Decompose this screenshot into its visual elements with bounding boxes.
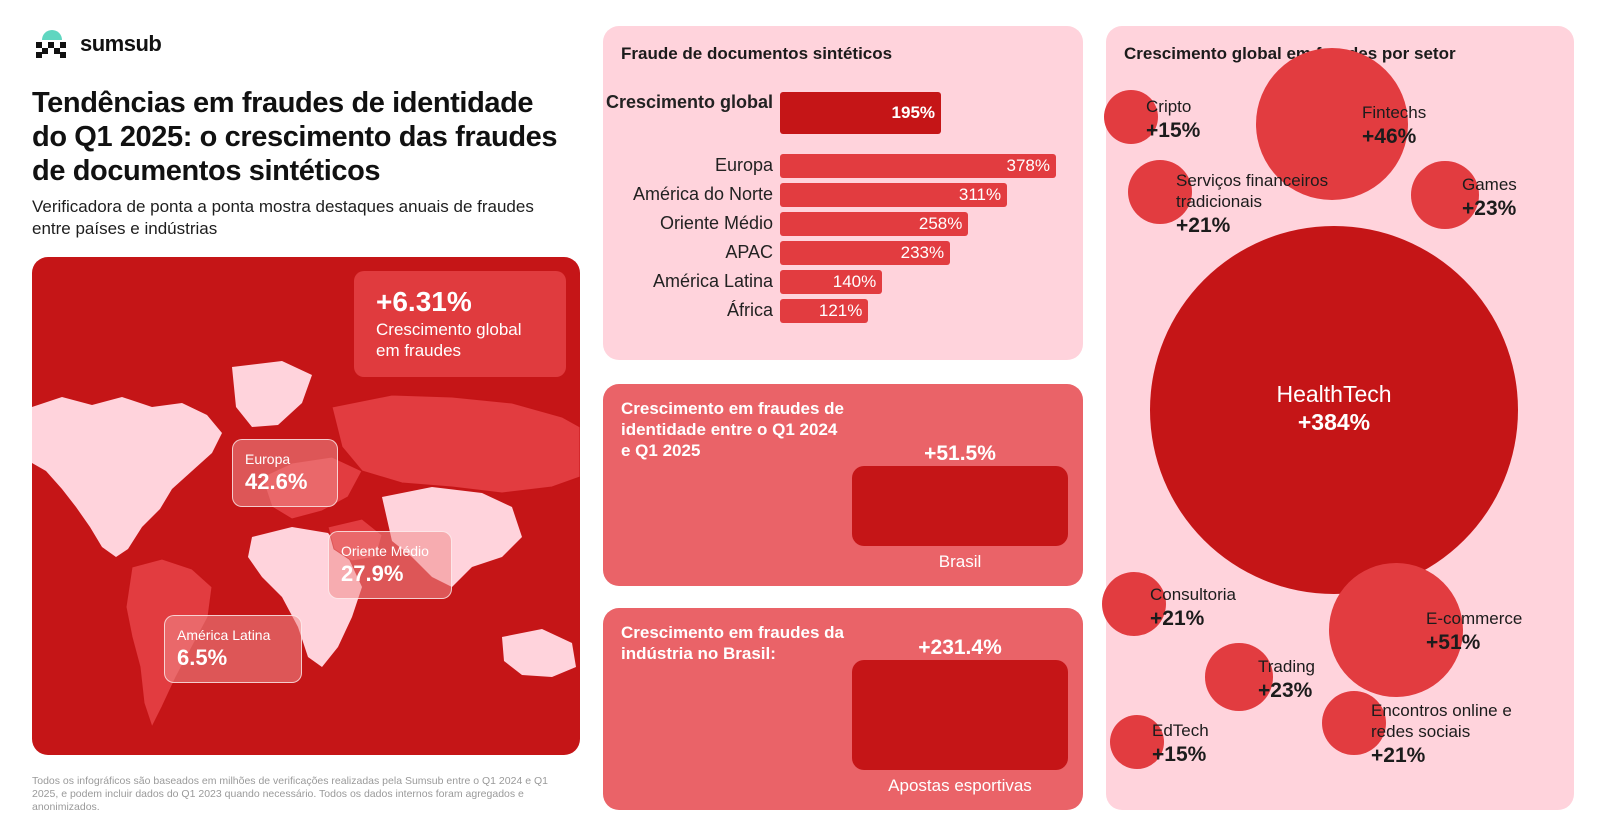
- bar-label-global: Crescimento global: [605, 92, 773, 112]
- sector-chart-title: Crescimento global em fraudes por setor: [1124, 44, 1456, 63]
- sector-bubble: [1150, 226, 1518, 594]
- sector-label: Games +23%: [1462, 174, 1517, 223]
- global-fraud-growth-value: +6.31%: [376, 286, 472, 317]
- region-name: América Latina: [177, 627, 271, 643]
- synthetic-chart-title: Fraude de documentos sintéticos: [621, 44, 893, 63]
- sector-bubble: [1103, 89, 1159, 145]
- sumsub-logo: sumsub: [32, 30, 162, 58]
- sector-value: +15%: [1152, 743, 1207, 766]
- bar: 121%: [780, 299, 869, 323]
- sector-name: Fintechs: [1362, 103, 1427, 122]
- sector-bubble: [1411, 161, 1479, 229]
- sumsub-logo-icon: [32, 30, 72, 58]
- sector-name: Cripto: [1146, 97, 1192, 116]
- bar-value: 140%: [832, 272, 877, 291]
- identity-fraud-value: +51.5%: [924, 442, 996, 465]
- sector-value: +21%: [1371, 744, 1426, 767]
- bar-label: APAC: [725, 242, 773, 262]
- footnote: Todos os infográficos são baseados em mi…: [32, 775, 548, 813]
- sector-fraud-panel: Crescimento global em fraudes por setor …: [1101, 26, 1574, 810]
- region-value: 42.6%: [245, 469, 308, 494]
- bar: 233%: [780, 241, 951, 265]
- sector-label: Fintechs +46%: [1362, 102, 1426, 151]
- bar: 378%: [780, 154, 1056, 178]
- sector-value: +46%: [1362, 125, 1417, 148]
- identity-fraud-caption: Brasil: [938, 552, 982, 571]
- bar-value: 233%: [900, 243, 945, 262]
- bar-value: 258%: [918, 214, 963, 233]
- brand-name: sumsub: [80, 31, 162, 56]
- sector-name: Games: [1462, 175, 1517, 194]
- sector-label: Consultoria +21%: [1150, 584, 1236, 633]
- industry-fraud-brazil-panel: Crescimento em fraudes da indústria no B…: [603, 608, 1083, 810]
- region-tag-oriente-medio: Oriente Médio 27.9%: [328, 531, 452, 599]
- region-tag-america-latina: América Latina 6.5%: [164, 615, 302, 683]
- industry-fraud-box: [852, 660, 1068, 770]
- sector-label: Trading +23%: [1258, 656, 1315, 705]
- sector-bubble: [1127, 159, 1193, 225]
- identity-fraud-text: Crescimento em fraudes de identidade ent…: [621, 399, 844, 460]
- bar: 258%: [780, 212, 969, 236]
- global-fraud-growth-box: +6.31% Crescimento global em fraudes: [354, 271, 566, 377]
- bar-value: 378%: [1006, 156, 1050, 175]
- world-map-card: +6.31% Crescimento global em fraudes Eur…: [32, 257, 580, 755]
- sector-value: +21%: [1176, 214, 1231, 237]
- sector-bubble: [1328, 562, 1464, 698]
- sector-label: E-commerce +51%: [1426, 608, 1522, 657]
- bar-label: África: [726, 300, 773, 320]
- sector-name: Trading: [1258, 657, 1316, 676]
- sector-bubble: [1101, 571, 1167, 637]
- sector-label: Encontros online e redes sociais +21%: [1371, 700, 1541, 770]
- region-value: 6.5%: [177, 645, 228, 670]
- bar-label: Oriente Médio: [659, 213, 773, 233]
- bar-label: América Latina: [652, 271, 773, 291]
- global-fraud-growth-label: Crescimento global em fraudes: [376, 320, 522, 360]
- sector-label: Cripto +15%: [1146, 96, 1200, 145]
- page-subtitle: Verificadora de ponta a ponta mostra des…: [32, 197, 534, 238]
- page-title: Tendências em fraudes de identidade do Q…: [32, 87, 558, 187]
- sector-name: Encontros online e redes sociais: [1371, 701, 1512, 741]
- sector-value: +23%: [1462, 197, 1517, 220]
- sector-name: Serviços financeiros tradicionais: [1176, 171, 1329, 211]
- industry-fraud-caption: Apostas esportivas: [888, 776, 1032, 795]
- bar-value: 195%: [891, 103, 936, 122]
- region-name: Oriente Médio: [341, 543, 429, 559]
- industry-fraud-value: +231.4%: [918, 636, 1002, 659]
- bar-label: Europa: [714, 155, 773, 175]
- bar: 140%: [780, 270, 883, 294]
- region-tag-europa: Europa 42.6%: [232, 439, 338, 507]
- bar-value: 121%: [818, 301, 863, 320]
- region-name: Europa: [245, 451, 291, 467]
- sector-bubble: [1321, 690, 1387, 756]
- sector-value: +15%: [1146, 119, 1201, 142]
- sector-label: EdTech +15%: [1152, 720, 1209, 769]
- sector-bubble: [1205, 643, 1273, 711]
- sector-label: Serviços financeiros tradicionais +21%: [1176, 170, 1376, 240]
- identity-fraud-brazil-panel: Crescimento em fraudes de identidade ent…: [603, 384, 1083, 586]
- bar-label: América do Norte: [632, 184, 773, 204]
- sector-value: +21%: [1150, 607, 1205, 630]
- sector-value: +23%: [1258, 679, 1313, 702]
- sector-name: EdTech: [1152, 721, 1209, 740]
- industry-fraud-text: Crescimento em fraudes da indústria no B…: [621, 623, 844, 663]
- synthetic-documents-panel: Fraude de documentos sintéticos Crescime…: [603, 26, 1083, 360]
- sector-label: HealthTech +384%: [1234, 380, 1434, 436]
- bar-global: 195%: [780, 92, 942, 134]
- sector-bubble: [1255, 47, 1409, 201]
- sector-value: +51%: [1426, 631, 1481, 654]
- sector-value: +384%: [1297, 409, 1371, 435]
- bar: 311%: [780, 183, 1008, 207]
- identity-fraud-box: [852, 466, 1068, 546]
- region-value: 27.9%: [341, 561, 404, 586]
- sector-name: Consultoria: [1150, 585, 1236, 604]
- sector-name: HealthTech: [1276, 381, 1392, 407]
- sector-name: E-commerce: [1426, 609, 1523, 628]
- sector-bubble: [1109, 714, 1165, 770]
- bar-value: 311%: [958, 185, 1002, 204]
